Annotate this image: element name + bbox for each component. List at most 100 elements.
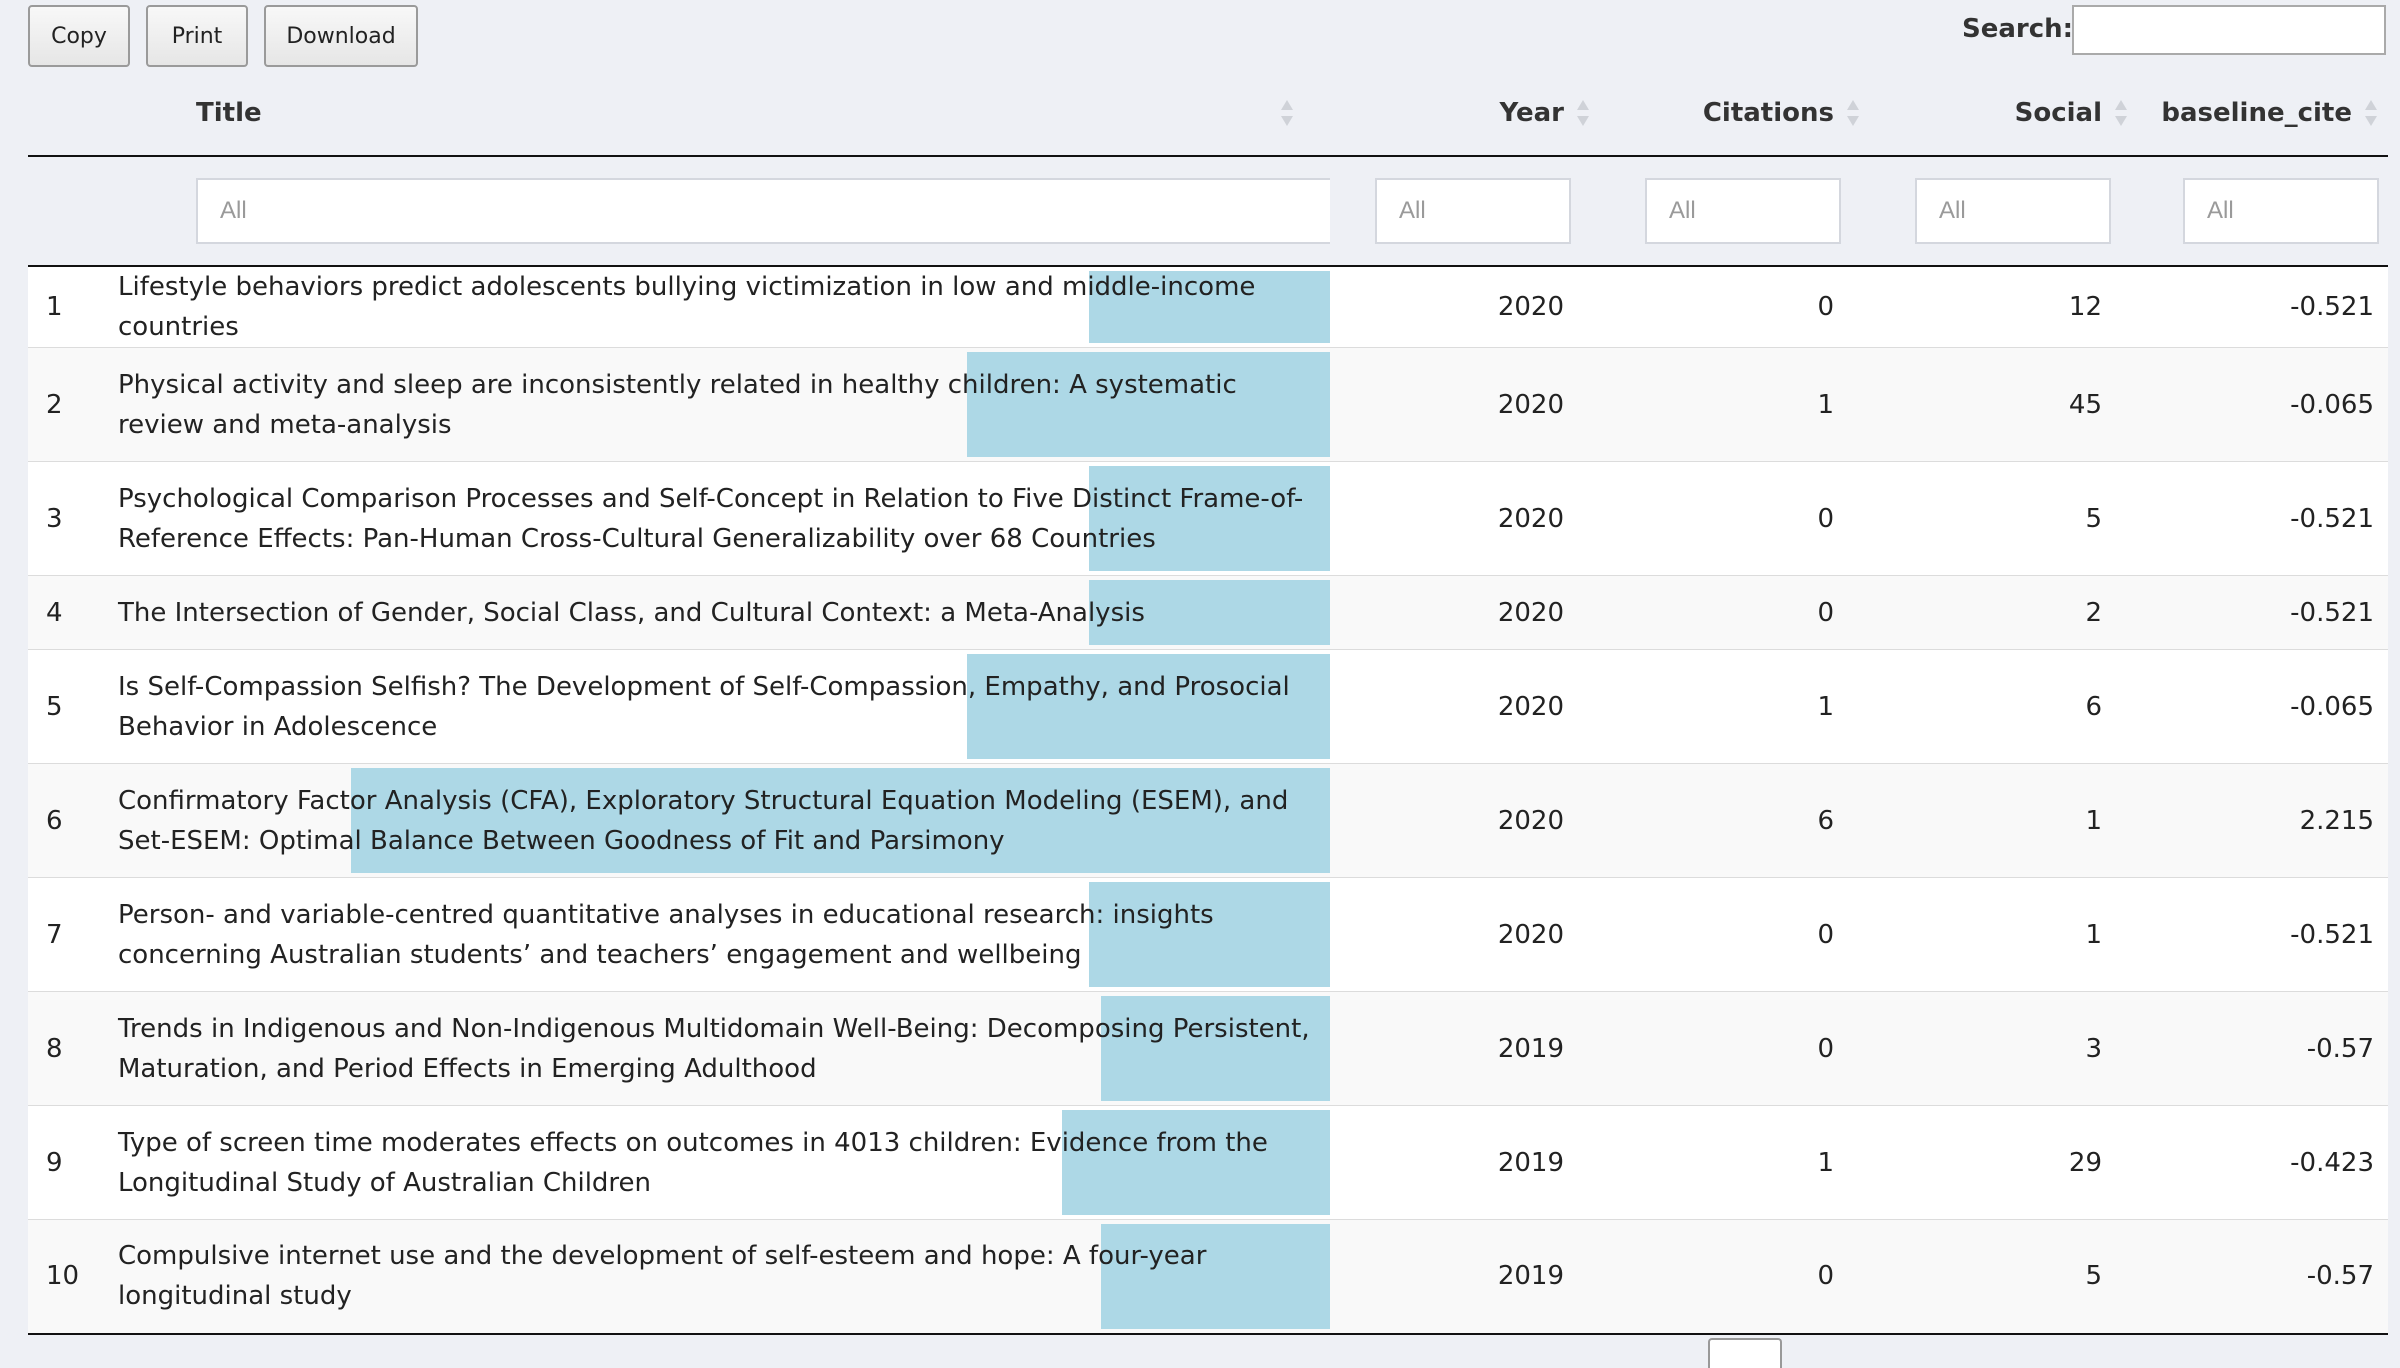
- row-baseline-cite: -0.521: [2138, 266, 2388, 348]
- baseline-bar: [1089, 271, 1330, 343]
- row-title: Physical activity and sleep are inconsis…: [88, 347, 1330, 462]
- baseline-bar: [1101, 1224, 1330, 1329]
- download-button[interactable]: Download: [264, 5, 418, 67]
- row-citations: 1: [1600, 1105, 1870, 1220]
- row-title: Person- and variable-centred quantitativ…: [88, 877, 1330, 992]
- filter-baseline-input[interactable]: [2183, 178, 2379, 244]
- row-title-text: The Intersection of Gender, Social Class…: [118, 597, 1145, 628]
- baseline-bar: [967, 654, 1330, 759]
- row-title: Type of screen time moderates effects on…: [88, 1105, 1330, 1220]
- table-row[interactable]: 8 Trends in Indigenous and Non-Indigenous…: [28, 991, 2388, 1106]
- header-index: [28, 70, 88, 157]
- row-year: 2020: [1330, 575, 1600, 650]
- row-citations: 1: [1600, 649, 1870, 764]
- row-index: 3: [28, 461, 88, 576]
- row-year: 2020: [1330, 763, 1600, 878]
- row-index: 8: [28, 991, 88, 1106]
- baseline-bar: [1089, 580, 1330, 645]
- header-baseline-cite-label: baseline_cite: [2161, 97, 2352, 128]
- filter-citations-input[interactable]: [1645, 178, 1841, 244]
- row-baseline-cite: -0.423: [2138, 1105, 2388, 1220]
- row-index: 6: [28, 763, 88, 878]
- row-index: 9: [28, 1105, 88, 1220]
- pagination-button[interactable]: [1708, 1338, 1782, 1368]
- row-title-text: Lifestyle behaviors predict adolescents …: [118, 272, 1256, 342]
- table-row[interactable]: 5 Is Self-Compassion Selfish? The Develop…: [28, 649, 2388, 764]
- filter-row: [28, 156, 2388, 267]
- row-index: 5: [28, 649, 88, 764]
- row-social: 3: [1870, 991, 2138, 1106]
- row-title-text: Type of screen time moderates effects on…: [118, 1127, 1268, 1198]
- header-year-label: Year: [1499, 97, 1564, 128]
- header-citations[interactable]: Citations: [1600, 70, 1870, 157]
- row-title: Is Self-Compassion Selfish? The Developm…: [88, 649, 1330, 764]
- sort-icon[interactable]: [1576, 98, 1590, 128]
- table-row[interactable]: 10 Compulsive internet use and the develo…: [28, 1219, 2388, 1335]
- row-title: Psychological Comparison Processes and S…: [88, 461, 1330, 576]
- row-index: 10: [28, 1219, 88, 1335]
- sort-icon[interactable]: [2364, 98, 2378, 128]
- row-citations: 6: [1600, 763, 1870, 878]
- row-citations: 0: [1600, 1219, 1870, 1335]
- row-index: 2: [28, 347, 88, 462]
- data-table: Title Year Citations Social baseline_cit…: [28, 70, 2388, 1335]
- sort-icon[interactable]: [1280, 98, 1294, 128]
- header-baseline-cite[interactable]: baseline_cite: [2138, 70, 2388, 157]
- filter-index-cell: [28, 156, 88, 267]
- row-index: 4: [28, 575, 88, 650]
- header-social[interactable]: Social: [1870, 70, 2138, 157]
- sort-icon[interactable]: [2114, 98, 2128, 128]
- row-year: 2019: [1330, 991, 1600, 1106]
- header-title[interactable]: Title: [88, 70, 1330, 157]
- search-label: Search:: [1962, 14, 2074, 44]
- table-row[interactable]: 4 The Intersection of Gender, Social Clas…: [28, 575, 2388, 650]
- row-social: 5: [1870, 461, 2138, 576]
- header-year[interactable]: Year: [1330, 70, 1600, 157]
- row-social: 1: [1870, 763, 2138, 878]
- table-row[interactable]: 2 Physical activity and sleep are inconsi…: [28, 347, 2388, 462]
- header-citations-label: Citations: [1702, 97, 1834, 128]
- row-baseline-cite: -0.521: [2138, 877, 2388, 992]
- row-title: Confirmatory Factor Analysis (CFA), Expl…: [88, 763, 1330, 878]
- table-row[interactable]: 3 Psychological Comparison Processes and …: [28, 461, 2388, 576]
- row-title-text: Confirmatory Factor Analysis (CFA), Expl…: [118, 785, 1289, 856]
- baseline-bar: [1061, 1110, 1330, 1215]
- filter-social-input[interactable]: [1915, 178, 2111, 244]
- baseline-bar: [1101, 996, 1330, 1101]
- row-baseline-cite: -0.57: [2138, 991, 2388, 1106]
- filter-baseline-cell: [2138, 156, 2388, 267]
- row-year: 2020: [1330, 649, 1600, 764]
- row-baseline-cite: -0.065: [2138, 347, 2388, 462]
- filter-title-input[interactable]: [196, 178, 1336, 244]
- row-title-text: Compulsive internet use and the developm…: [118, 1241, 1207, 1312]
- row-baseline-cite: -0.065: [2138, 649, 2388, 764]
- filter-citations-cell: [1600, 156, 1870, 267]
- row-citations: 0: [1600, 266, 1870, 348]
- row-baseline-cite: -0.521: [2138, 461, 2388, 576]
- row-baseline-cite: -0.57: [2138, 1219, 2388, 1335]
- row-title: Lifestyle behaviors predict adolescents …: [88, 266, 1330, 348]
- row-year: 2019: [1330, 1219, 1600, 1335]
- header-social-label: Social: [2014, 97, 2102, 128]
- sort-icon[interactable]: [1846, 98, 1860, 128]
- row-title-text: Trends in Indigenous and Non-Indigenous …: [118, 1013, 1310, 1084]
- row-social: 6: [1870, 649, 2138, 764]
- search-input[interactable]: [2072, 5, 2386, 55]
- table-row[interactable]: 6 Confirmatory Factor Analysis (CFA), Exp…: [28, 763, 2388, 878]
- print-button[interactable]: Print: [146, 5, 248, 67]
- filter-year-input[interactable]: [1375, 178, 1571, 244]
- row-citations: 0: [1600, 991, 1870, 1106]
- row-index: 7: [28, 877, 88, 992]
- row-year: 2020: [1330, 347, 1600, 462]
- table-row[interactable]: 9 Type of screen time moderates effects o…: [28, 1105, 2388, 1220]
- table-row[interactable]: 7 Person- and variable-centred quantitati…: [28, 877, 2388, 992]
- table-row[interactable]: 1 Lifestyle behaviors predict adolescents…: [28, 266, 2388, 348]
- row-title-text: Psychological Comparison Processes and S…: [118, 483, 1304, 554]
- row-title: The Intersection of Gender, Social Class…: [88, 575, 1330, 650]
- row-title-text: Is Self-Compassion Selfish? The Developm…: [118, 671, 1290, 742]
- row-social: 2: [1870, 575, 2138, 650]
- row-year: 2019: [1330, 1105, 1600, 1220]
- row-year: 2020: [1330, 266, 1600, 348]
- filter-title-cell: [88, 156, 1336, 267]
- copy-button[interactable]: Copy: [28, 5, 130, 67]
